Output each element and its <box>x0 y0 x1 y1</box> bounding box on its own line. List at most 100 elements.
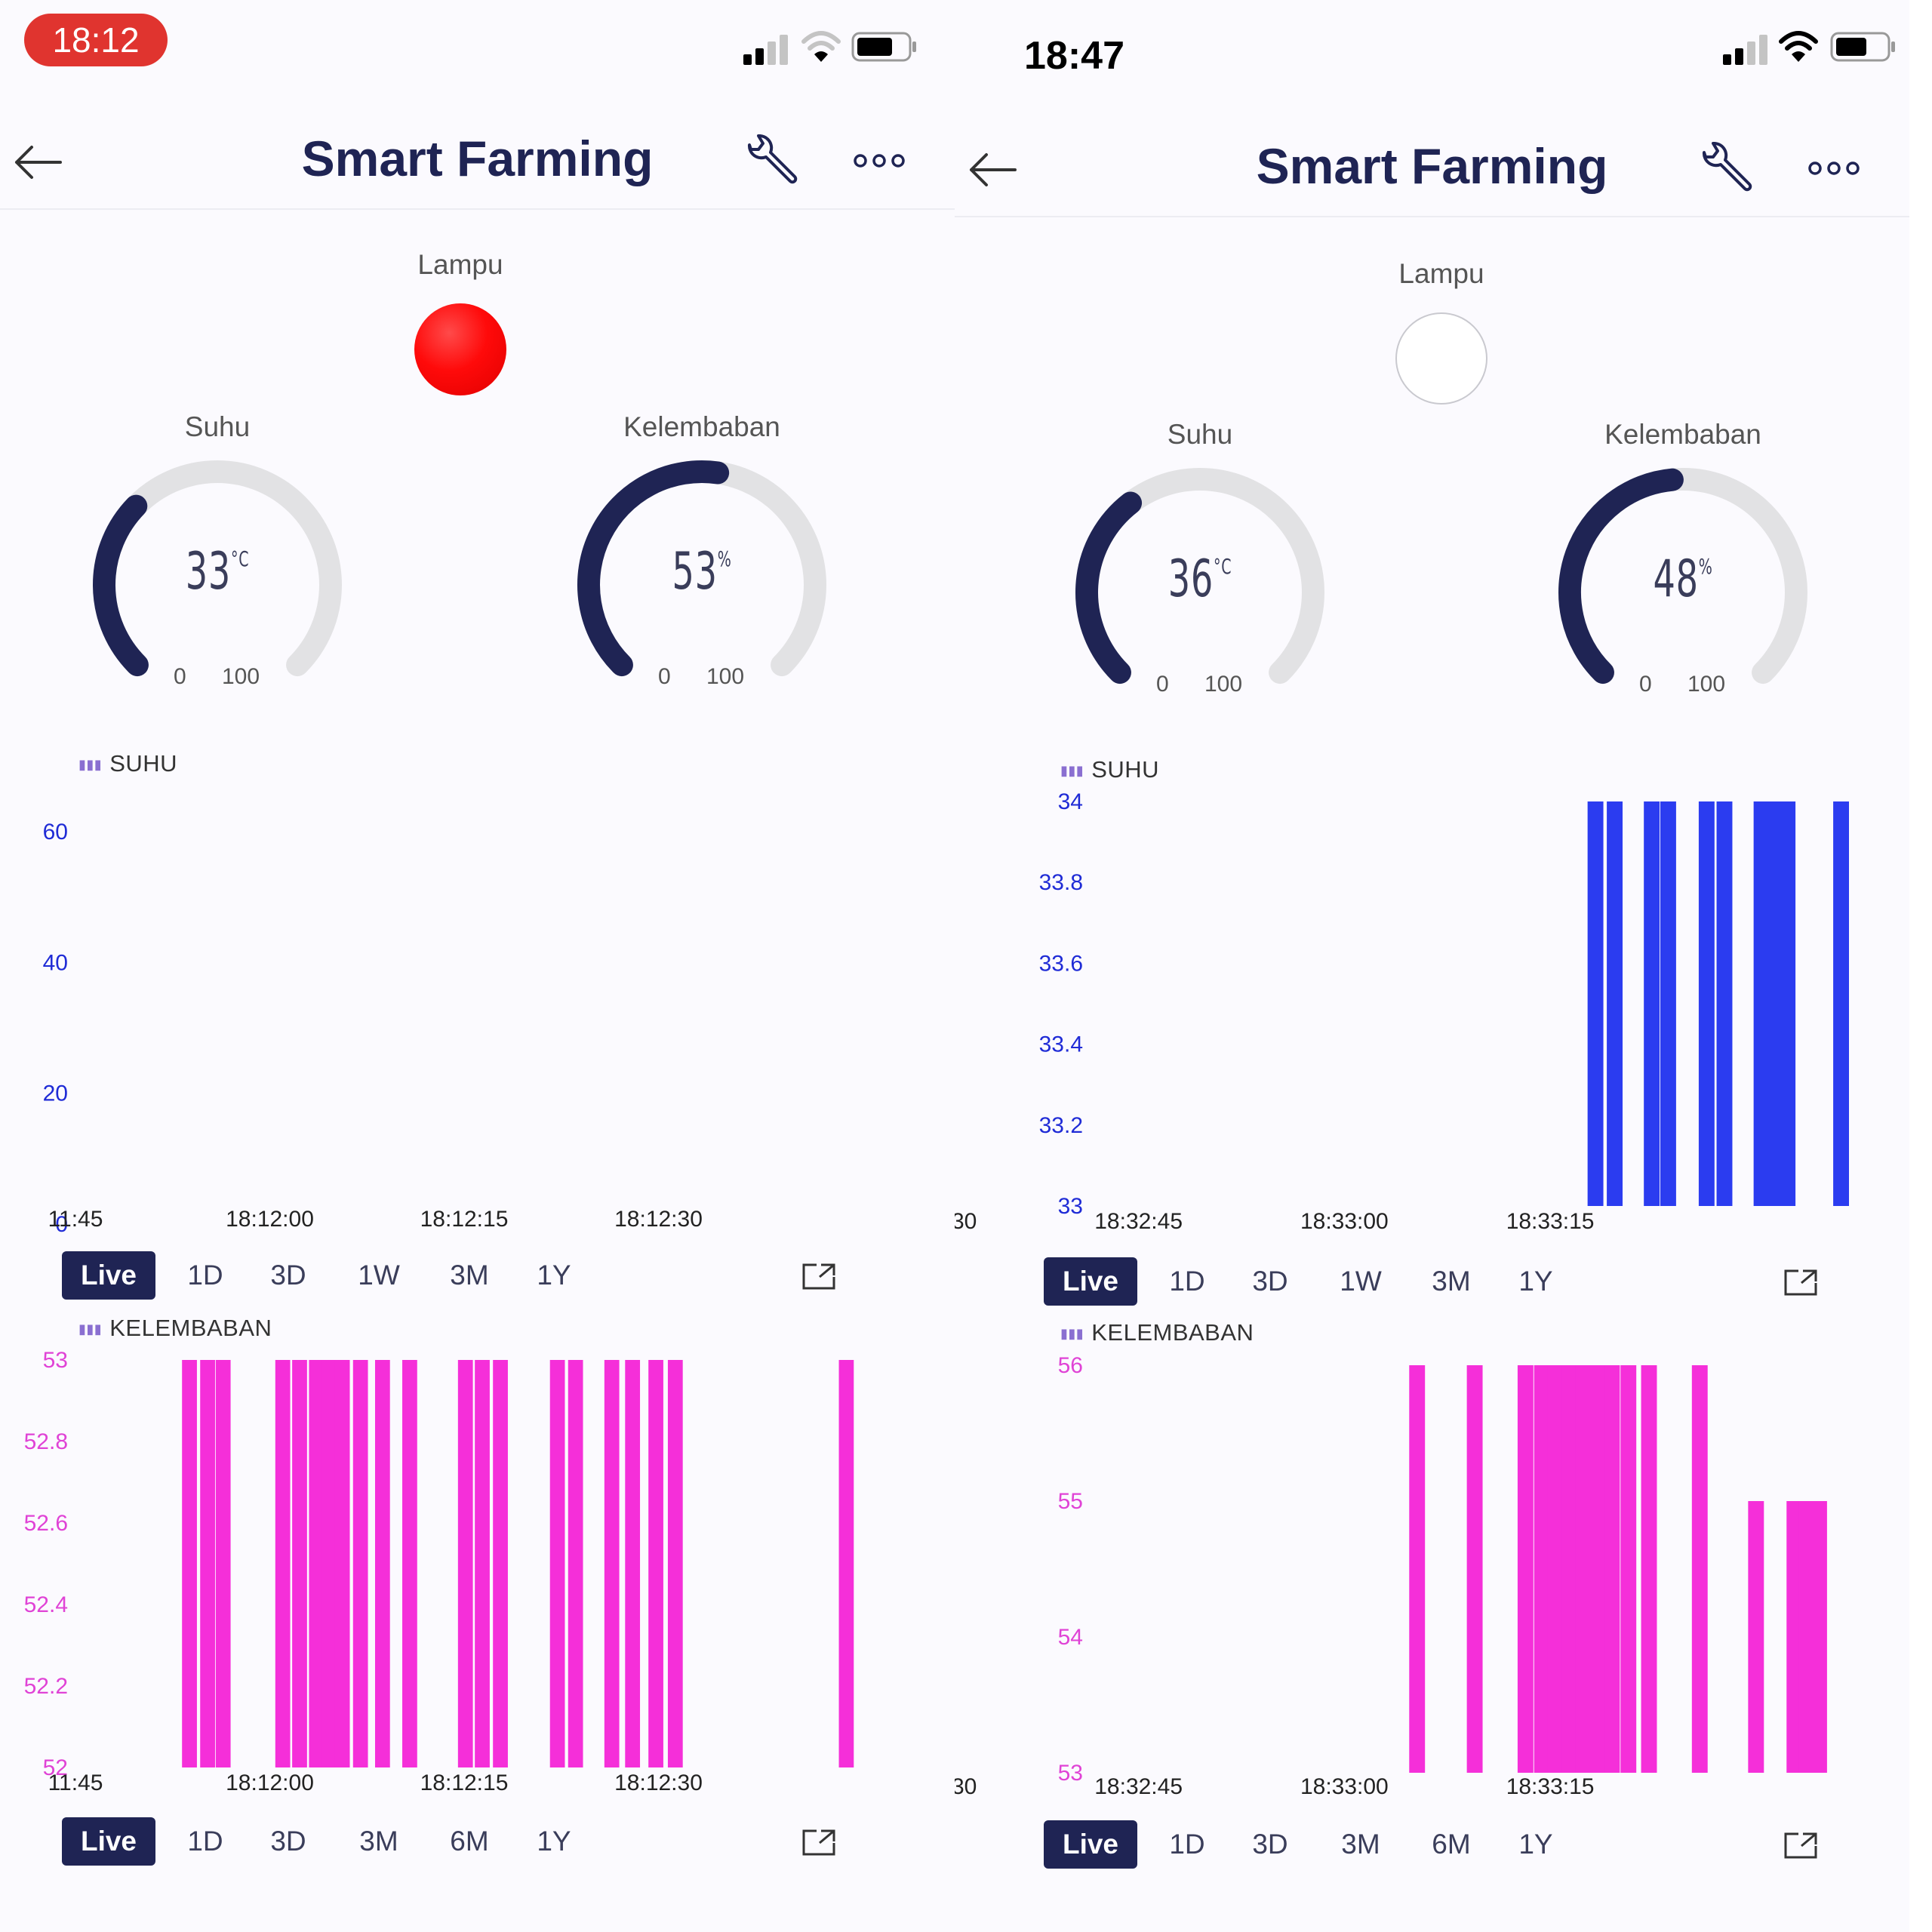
range-live-button[interactable]: Live <box>62 1251 155 1300</box>
y-tick-label: 33.2 <box>1039 1113 1083 1138</box>
kelembaban-gauge: 53% 0 100 <box>566 453 838 694</box>
suhu-value: 33°C <box>185 542 250 601</box>
range-3d-button[interactable]: 3D <box>270 1826 306 1857</box>
chart-bar <box>1833 801 1849 1206</box>
range-live-button[interactable]: Live <box>1044 1257 1137 1306</box>
kelembaban-chart-title: ▮▮▮ KELEMBABAN <box>78 1315 272 1341</box>
chart-bars-icon: ▮▮▮ <box>1060 1326 1084 1342</box>
suhu-range-selector: Live 1D 3D 1W 3M 1Y <box>62 1251 892 1300</box>
range-3m-button[interactable]: 3M <box>1341 1829 1380 1860</box>
chart-bar <box>625 1360 641 1767</box>
range-1d-button[interactable]: 1D <box>1169 1266 1205 1297</box>
x-tick-label: 18:33:00 <box>1300 1209 1389 1234</box>
wifi-icon <box>1779 31 1818 62</box>
range-1y-button[interactable]: 1Y <box>537 1826 571 1857</box>
chart-bar <box>200 1360 215 1767</box>
chart-bar <box>275 1360 291 1767</box>
range-6m-button[interactable]: 6M <box>1432 1829 1471 1860</box>
kelembaban-max: 100 <box>706 664 745 689</box>
expand-chart-icon[interactable] <box>1783 1268 1818 1297</box>
chart-bar <box>667 1360 683 1767</box>
y-tick-label: 40 <box>43 950 68 975</box>
status-time: 18:12 <box>24 14 168 66</box>
range-3m-button[interactable]: 3M <box>450 1260 489 1291</box>
suhu-chart: 0 20 40 60 11:45 18:12:00 18:12:15 18:12:30 <box>43 820 703 1237</box>
back-arrow-icon[interactable] <box>12 143 65 181</box>
chart-bars-icon: ▮▮▮ <box>78 1321 103 1337</box>
y-tick-label: 0 <box>55 1212 68 1237</box>
kelembaban-value: 48% <box>1653 549 1713 609</box>
chart-bar <box>1766 801 1782 1206</box>
range-1y-button[interactable]: 1Y <box>537 1260 571 1291</box>
chart-bar <box>1811 1501 1827 1773</box>
chart-bar <box>1517 1365 1534 1773</box>
y-tick-label: 52.4 <box>24 1592 68 1617</box>
suhu-value: 36°C <box>1168 549 1232 609</box>
cell-signal-icon <box>1723 35 1767 65</box>
chart-bar <box>215 1360 231 1767</box>
range-live-button[interactable]: Live <box>1044 1820 1137 1869</box>
chart-bar <box>1620 1365 1637 1773</box>
x-tick-label: 18:12:15 <box>420 1770 509 1795</box>
gauge-arc <box>1558 468 1807 685</box>
battery-icon <box>1830 32 1895 62</box>
x-tick-label: 18:12:30 <box>614 1770 703 1795</box>
y-tick-label: 56 <box>1058 1353 1083 1378</box>
more-options-icon[interactable] <box>1807 157 1860 180</box>
expand-chart-icon[interactable] <box>801 1262 836 1291</box>
expand-chart-icon[interactable] <box>801 1828 836 1857</box>
more-options-icon[interactable] <box>853 149 906 172</box>
range-3d-button[interactable]: 3D <box>1252 1266 1288 1297</box>
back-arrow-icon[interactable] <box>967 151 1020 189</box>
screen-left: 18:12 Smart Farming Lampu Suhu 33°C <box>0 0 955 1932</box>
chart-bar <box>1716 801 1733 1206</box>
kelembaban-max: 100 <box>1687 672 1726 697</box>
y-tick-label: 52.2 <box>24 1674 68 1699</box>
chart-bar <box>1466 1365 1483 1773</box>
chart-bar <box>475 1360 490 1767</box>
lampu-led-indicator <box>414 303 506 395</box>
x-tick-label: 18:12:00 <box>226 1207 314 1232</box>
range-3m-button[interactable]: 3M <box>359 1826 398 1857</box>
range-3d-button[interactable]: 3D <box>1252 1829 1288 1860</box>
gauge-arc <box>1075 468 1324 685</box>
suhu-chart-title: ▮▮▮ SUHU <box>78 750 178 777</box>
chart-bar <box>493 1360 508 1767</box>
kelembaban-min: 0 <box>1639 672 1652 697</box>
chart-bar <box>334 1360 350 1767</box>
chart-bar <box>292 1360 307 1767</box>
chart-bar <box>604 1360 620 1767</box>
range-1y-button[interactable]: 1Y <box>1518 1829 1553 1860</box>
range-1d-button[interactable]: 1D <box>187 1260 223 1291</box>
kelembaban-min: 0 <box>658 664 671 689</box>
range-live-button[interactable]: Live <box>62 1817 155 1866</box>
x-tick-label: 18:32:45 <box>1094 1209 1183 1234</box>
chart-bar <box>1698 801 1715 1206</box>
y-tick-label: 52 <box>43 1755 68 1780</box>
range-1d-button[interactable]: 1D <box>187 1826 223 1857</box>
range-3d-button[interactable]: 3D <box>270 1260 306 1291</box>
wrench-icon[interactable] <box>743 134 798 189</box>
chart-bar <box>1798 1501 1815 1773</box>
range-3m-button[interactable]: 3M <box>1432 1266 1471 1297</box>
chart-bar <box>352 1360 368 1767</box>
y-tick-label: 52.8 <box>24 1429 68 1454</box>
y-tick-label: 33.6 <box>1039 951 1083 976</box>
range-1d-button[interactable]: 1D <box>1169 1829 1205 1860</box>
suhu-max: 100 <box>1204 672 1243 697</box>
expand-chart-icon[interactable] <box>1783 1831 1818 1860</box>
wrench-icon[interactable] <box>1698 142 1752 196</box>
kelembaban-chart: 53 54 55 56 18:32:30 18:32:45 18:33:00 18:33:15 <box>955 1353 1827 1799</box>
wifi-icon <box>801 31 841 62</box>
range-1y-button[interactable]: 1Y <box>1518 1266 1553 1297</box>
chart-bar <box>1604 1365 1620 1773</box>
y-tick-label: 34 <box>1058 789 1083 814</box>
chart-bar <box>1660 801 1676 1206</box>
range-1w-button[interactable]: 1W <box>358 1260 400 1291</box>
y-tick-label: 53 <box>43 1348 68 1373</box>
chart-bar <box>402 1360 417 1767</box>
range-1w-button[interactable]: 1W <box>1340 1266 1382 1297</box>
cell-signal-icon <box>743 35 788 65</box>
suhu-max: 100 <box>222 664 260 689</box>
range-6m-button[interactable]: 6M <box>450 1826 489 1857</box>
